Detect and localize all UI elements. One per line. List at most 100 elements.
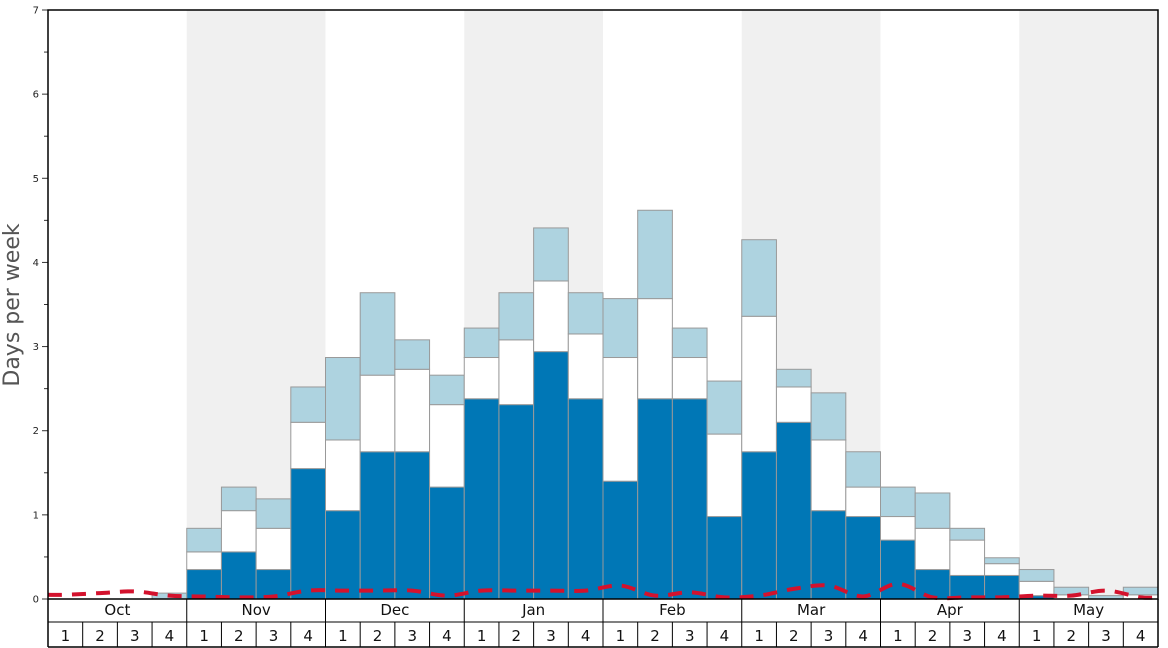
bar-white bbox=[463, 357, 500, 400]
week-label: 2 bbox=[928, 627, 938, 645]
bar-light bbox=[775, 368, 812, 388]
week-label: 1 bbox=[338, 627, 348, 645]
week-label: 3 bbox=[1101, 627, 1111, 645]
month-label-dec: Dec bbox=[380, 601, 409, 619]
month-label-jan: Jan bbox=[521, 601, 545, 619]
month-label-nov: Nov bbox=[241, 601, 270, 619]
bar-light bbox=[394, 339, 431, 370]
bar-white bbox=[186, 551, 222, 571]
bar-dark bbox=[498, 404, 535, 600]
y-axis-label: Days per week bbox=[0, 223, 25, 386]
week-label: 1 bbox=[61, 627, 71, 645]
bar-white bbox=[429, 404, 465, 488]
bar-white bbox=[810, 439, 847, 512]
bar-white bbox=[637, 298, 673, 400]
week-label: 1 bbox=[477, 627, 487, 645]
y-tick-label-2: 2 bbox=[33, 426, 39, 437]
bar-white bbox=[775, 386, 812, 423]
bar-white bbox=[359, 374, 396, 453]
week-label: 2 bbox=[1067, 627, 1077, 645]
week-label: 4 bbox=[997, 627, 1007, 645]
bar-light bbox=[533, 227, 569, 282]
week-label: 1 bbox=[199, 627, 209, 645]
week-label: 4 bbox=[165, 627, 175, 645]
month-label-feb: Feb bbox=[659, 601, 686, 619]
bar-dark bbox=[429, 486, 465, 600]
bar-dark bbox=[741, 451, 777, 600]
y-tick-label-5: 5 bbox=[33, 174, 39, 185]
y-tick-label-7: 7 bbox=[33, 6, 39, 17]
month-label-oct: Oct bbox=[104, 601, 130, 619]
bar-dark bbox=[533, 351, 569, 600]
bar-light bbox=[880, 486, 916, 518]
week-label: 3 bbox=[407, 627, 417, 645]
dashed-line-series bbox=[47, 581, 1159, 601]
bars bbox=[151, 209, 1159, 600]
x-axis: Oct Nov Dec Jan Feb Mar Apr May 1 2 3 4 1 2 3 4 1 2 3 4 1 2 3 4… bbox=[47, 599, 1159, 648]
week-label: 4 bbox=[720, 627, 730, 645]
bar-dark bbox=[567, 398, 604, 600]
week-label: 4 bbox=[858, 627, 868, 645]
bar-dark bbox=[845, 516, 881, 600]
bar-white bbox=[220, 510, 257, 553]
bar-dark bbox=[880, 539, 916, 600]
bar-white bbox=[394, 368, 431, 453]
bar-light bbox=[741, 239, 777, 317]
bar-white bbox=[914, 527, 951, 571]
bar-dark bbox=[359, 451, 396, 600]
bar-light bbox=[325, 357, 361, 441]
week-label: 2 bbox=[373, 627, 383, 645]
week-label: 4 bbox=[303, 627, 313, 645]
bar-white bbox=[671, 357, 708, 400]
bar-white bbox=[984, 563, 1020, 576]
bar-dark bbox=[290, 468, 326, 600]
bar-light bbox=[637, 209, 673, 300]
week-label: 2 bbox=[789, 627, 799, 645]
bar-white bbox=[949, 539, 986, 576]
y-tick-label-1: 1 bbox=[33, 510, 39, 521]
y-tick-label-6: 6 bbox=[33, 90, 39, 101]
bar-light bbox=[914, 492, 951, 529]
bar-dark bbox=[775, 421, 812, 600]
bar-white bbox=[290, 421, 326, 470]
bar-dark bbox=[637, 398, 673, 600]
week-label: 3 bbox=[962, 627, 972, 645]
bar-dark bbox=[220, 551, 257, 600]
month-label-apr: Apr bbox=[937, 601, 964, 619]
bar-dark bbox=[463, 398, 500, 600]
bar-light bbox=[810, 392, 847, 441]
week-label: 3 bbox=[546, 627, 556, 645]
bar-white bbox=[845, 486, 881, 518]
bar-white bbox=[602, 357, 639, 482]
week-label: 2 bbox=[234, 627, 244, 645]
bar-white bbox=[741, 315, 777, 453]
bar-light bbox=[567, 292, 604, 335]
bar-white bbox=[498, 339, 535, 406]
bar-dark bbox=[394, 451, 431, 600]
week-label: 3 bbox=[269, 627, 279, 645]
week-label: 1 bbox=[616, 627, 626, 645]
bar-dark bbox=[325, 510, 361, 600]
bar-dark bbox=[602, 480, 639, 600]
month-label-may: May bbox=[1073, 601, 1104, 619]
bar-light bbox=[671, 327, 708, 359]
week-label: 3 bbox=[685, 627, 695, 645]
bar-dark bbox=[186, 569, 222, 600]
bar-light bbox=[498, 292, 535, 341]
dashed-line bbox=[47, 581, 1159, 601]
y-tick-label-4: 4 bbox=[33, 258, 39, 269]
bar-light bbox=[463, 327, 500, 359]
y-axis: 0 1 2 3 4 5 6 7 bbox=[33, 6, 48, 606]
y-tick-label-3: 3 bbox=[33, 342, 39, 353]
week-label: 1 bbox=[1032, 627, 1042, 645]
week-label: 4 bbox=[581, 627, 591, 645]
bar-light bbox=[845, 451, 881, 488]
week-label: 4 bbox=[442, 627, 452, 645]
month-stripe-may bbox=[1019, 10, 1158, 599]
bar-light bbox=[220, 486, 257, 512]
bar-white bbox=[567, 333, 604, 400]
bar-light bbox=[186, 527, 222, 553]
bar-white bbox=[880, 516, 916, 541]
bar-white bbox=[325, 439, 361, 512]
